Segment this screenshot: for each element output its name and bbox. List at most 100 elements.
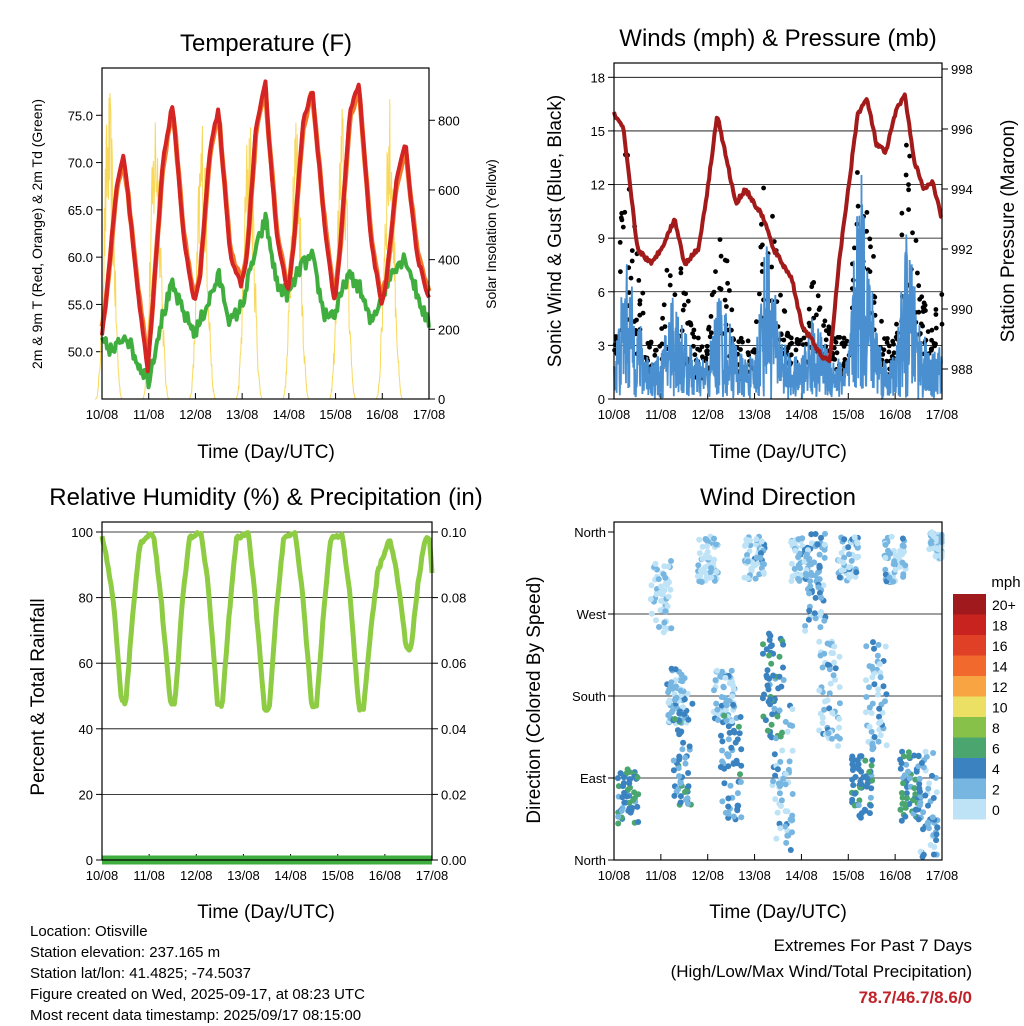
direction-point [816, 687, 823, 694]
gust-point [740, 339, 745, 345]
direction-point [750, 562, 757, 569]
direction-point [913, 768, 920, 775]
direction-point [738, 746, 745, 753]
direction-point [766, 637, 773, 643]
direction-point [932, 553, 939, 560]
direction-point [836, 724, 842, 731]
direction-point [902, 801, 909, 807]
direction-point [778, 797, 785, 804]
gust-point [757, 291, 762, 297]
humidity-ytick-label: 100 [71, 525, 93, 540]
direction-point [659, 591, 666, 598]
direction-point [868, 762, 875, 769]
direction-point [676, 773, 683, 780]
direction-point [695, 562, 702, 569]
direction-point [655, 576, 662, 583]
humidity-ytick-right-label: 0.06 [441, 656, 466, 671]
direction-point [729, 693, 736, 700]
gust-point [629, 248, 635, 254]
gust-point [613, 334, 619, 339]
gust-point [637, 301, 643, 307]
direction-point [772, 796, 779, 803]
direction-point [802, 570, 809, 577]
winds-ytick-right-label: 992 [951, 242, 973, 257]
winds-ytick-label: 18 [591, 70, 605, 85]
direction-xtick-label: 17/08 [926, 868, 959, 883]
gust-point [916, 283, 922, 289]
gust-point [692, 352, 698, 358]
temperature-panel: Temperature (F) 50.0 55.0 60.0 65.0 70.0 75.0… [29, 30, 499, 463]
gust-point [781, 337, 787, 343]
direction-point [825, 730, 832, 737]
direction-point [624, 766, 631, 773]
direction-point [656, 624, 662, 630]
direction-point [733, 757, 740, 764]
humidity-ytick-right-label: 0.04 [441, 722, 466, 737]
direction-point [829, 709, 836, 716]
direction-point [802, 627, 809, 634]
direction-point [789, 791, 796, 797]
direction-point [928, 529, 935, 536]
temperature-ytick-label: 55.0 [68, 297, 93, 312]
direction-point [730, 682, 737, 689]
direction-point [735, 723, 742, 730]
gust-point [672, 292, 678, 298]
direction-point [821, 541, 828, 548]
gust-point [682, 302, 687, 308]
extremes-box: Extremes For Past 7 Days (High/Low/Max W… [671, 933, 972, 1011]
direction-point [933, 831, 940, 838]
direction-xtick-label: 10/08 [598, 868, 631, 883]
direction-point [634, 803, 641, 810]
gust-point [929, 346, 934, 352]
direction-point [869, 746, 876, 753]
direction-point [863, 694, 870, 700]
winds-xtick-label: 12/08 [691, 407, 724, 422]
direction-point [877, 669, 884, 676]
gust-point [717, 285, 722, 291]
direction-point [862, 757, 869, 764]
gust-point [637, 312, 643, 318]
direction-point [614, 775, 621, 782]
direction-point [760, 641, 766, 648]
direction-point [848, 756, 855, 763]
direction-point [725, 736, 732, 743]
direction-point [927, 842, 934, 848]
direction-point [782, 823, 788, 830]
winds-ytick-label: 0 [598, 392, 605, 407]
direction-point [665, 593, 672, 600]
direction-point [780, 775, 787, 782]
direction-point [752, 575, 759, 582]
colorbar-label: 16 [992, 638, 1008, 654]
gust-point [736, 339, 742, 345]
gust-point [678, 270, 684, 276]
direction-point [766, 675, 773, 682]
gust-point [907, 153, 913, 159]
direction-point [759, 695, 766, 702]
pressure-line [612, 92, 943, 364]
winds-xtick-label: 10/08 [598, 407, 631, 422]
direction-point [728, 667, 735, 674]
gust-point [727, 288, 732, 293]
direction-point [871, 645, 877, 652]
gust-point [683, 291, 688, 297]
direction-point [817, 652, 824, 659]
direction-point [838, 549, 845, 556]
direction-point [768, 642, 775, 649]
humidity-ytick-label: 0 [86, 853, 93, 868]
humidity-ytick-label: 20 [79, 787, 93, 802]
gust-point [785, 345, 791, 351]
direction-point [685, 716, 692, 723]
gust-point [921, 300, 927, 306]
direction-point [684, 800, 691, 807]
gust-point [628, 275, 634, 281]
temperature-title: Temperature (F) [180, 30, 352, 57]
direction-point [712, 677, 719, 684]
gust-point [933, 325, 939, 331]
gust-point [920, 309, 926, 314]
direction-point [729, 718, 736, 725]
direction-point [915, 752, 922, 759]
direction-point [821, 546, 828, 553]
direction-point [863, 643, 870, 650]
direction-point [682, 760, 689, 767]
winds-title: Winds (mph) & Pressure (mb) [619, 25, 936, 52]
